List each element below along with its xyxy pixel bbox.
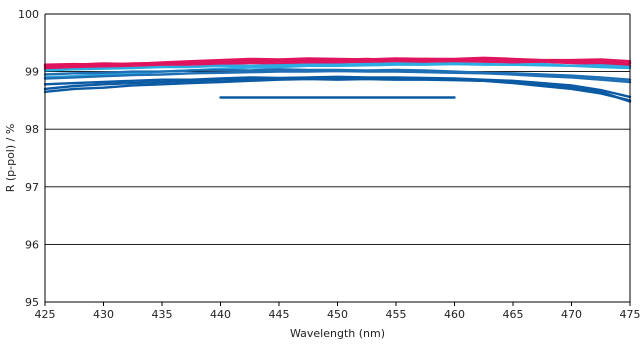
series-line xyxy=(43,68,632,81)
x-tick-label: 445 xyxy=(269,308,290,321)
x-tick-label: 450 xyxy=(327,308,348,321)
x-tick-label: 470 xyxy=(561,308,582,321)
y-tick-label: 97 xyxy=(25,181,39,194)
y-tick-label: 98 xyxy=(25,123,39,136)
x-tick-label: 435 xyxy=(152,308,173,321)
y-tick-label: 96 xyxy=(25,238,39,251)
series-line xyxy=(43,56,632,67)
y-tick-label: 100 xyxy=(18,8,39,21)
y-tick-label: 95 xyxy=(25,296,39,309)
series-line xyxy=(43,62,632,72)
x-tick-label: 440 xyxy=(210,308,231,321)
y-axis-title: R (p-pol) / % xyxy=(4,124,17,193)
x-tick-label: 425 xyxy=(35,308,56,321)
x-tick-label: 430 xyxy=(93,308,114,321)
x-tick-label: 455 xyxy=(386,308,407,321)
series-line xyxy=(43,77,632,103)
x-tick-label: 460 xyxy=(444,308,465,321)
gridlines xyxy=(45,13,630,303)
x-tick-label: 465 xyxy=(503,308,524,321)
tick-labels: 425 430 435 440 445 450 455 460 465 470 475 95 96 97 9… xyxy=(18,8,640,321)
x-axis-title: Wavelength (nm) xyxy=(290,327,385,340)
x-tick-label: 475 xyxy=(620,308,640,321)
y-tick-label: 99 xyxy=(25,66,39,79)
axes xyxy=(44,14,631,306)
series-group xyxy=(43,56,632,103)
